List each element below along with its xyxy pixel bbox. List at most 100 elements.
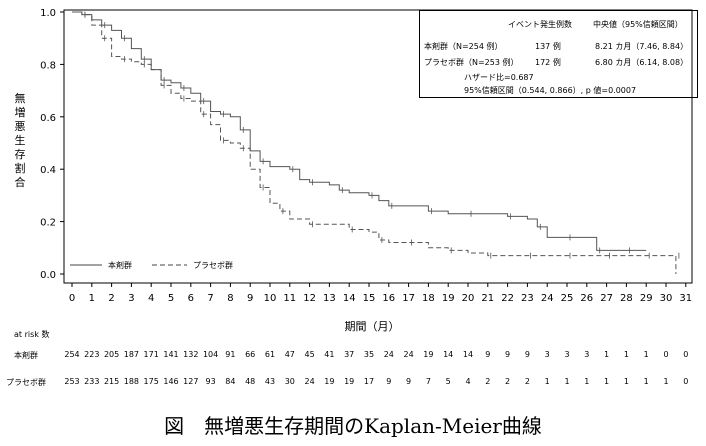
x-tick-label: 14 [343, 293, 356, 304]
km-chart: 0.00.20.40.60.81.00 1 2 3 4 5 6 7 8 9 10 11 12 13 14 15… [40, 8, 693, 333]
x-tick-label: 23 [521, 293, 534, 304]
x-tick-label: 29 [640, 293, 653, 304]
x-tick-label: 24 [541, 293, 554, 304]
risk-value: 132 [183, 350, 199, 359]
stats-events-drug: 137 例 [535, 42, 561, 51]
y-tick-label: 0.0 [40, 270, 56, 281]
risk-value: 4 [465, 377, 471, 386]
risk-value: 9 [406, 377, 412, 386]
y-tick-label: 0.6 [40, 113, 56, 124]
risk-value: 84 [225, 377, 236, 386]
risk-value: 41 [324, 350, 335, 359]
risk-table-title: at risk 数 [14, 330, 50, 339]
risk-value: 9 [485, 350, 491, 359]
risk-value: 3 [584, 350, 590, 359]
risk-value: 171 [143, 350, 159, 359]
risk-value: 5 [445, 377, 451, 386]
risk-value: 19 [344, 377, 355, 386]
risk-value: 215 [103, 377, 120, 386]
y-axis-label: 無増悪生存割合 [14, 92, 26, 189]
stats-box: イベント発生例数 中央値（95%信頼区間） 本剤群（N=254 例） 137 例… [419, 10, 698, 98]
x-tick-label: 5 [168, 293, 174, 304]
risk-value: 61 [264, 350, 276, 359]
x-tick-label: 30 [660, 293, 673, 304]
risk-value: 1 [584, 377, 590, 386]
stats-header-median: 中央値（95%信頼区間） [593, 20, 683, 29]
stats-header-events: イベント発生例数 [508, 20, 572, 29]
risk-value: 2 [505, 377, 511, 386]
risk-value: 1 [623, 377, 629, 386]
x-tick-label: 10 [264, 293, 277, 304]
legend-label-drug: 本剤群 [108, 261, 132, 270]
risk-value: 48 [245, 377, 256, 386]
risk-value: 141 [163, 350, 179, 359]
y-tick-label: 0.4 [40, 165, 56, 176]
risk-value: 1 [564, 377, 570, 386]
x-tick-label: 28 [620, 293, 633, 304]
risk-value: 3 [544, 350, 550, 359]
x-tick-label: 22 [501, 293, 514, 304]
risk-value: 253 [64, 377, 80, 386]
risk-value: 7 [425, 377, 431, 386]
risk-value: 233 [84, 377, 100, 386]
legend-label-placebo: プラセボ群 [193, 261, 233, 270]
risk-value: 146 [163, 377, 179, 386]
x-tick-label: 1 [89, 293, 95, 304]
risk-value: 30 [284, 377, 295, 386]
risk-value: 0 [663, 350, 669, 359]
survival-curves [72, 11, 680, 274]
risk-value: 1 [623, 350, 629, 359]
risk-value: 188 [123, 377, 140, 386]
x-tick-label: 8 [227, 293, 233, 304]
x-tick-label: 4 [148, 293, 154, 304]
risk-value: 223 [84, 350, 100, 359]
x-tick-label: 13 [323, 293, 336, 304]
risk-value: 127 [183, 377, 199, 386]
x-tick-label: 19 [442, 293, 455, 304]
y-tick-label: 0.8 [40, 60, 56, 71]
x-tick-label: 27 [600, 293, 613, 304]
axes: 0.00.20.40.60.81.00 1 2 3 4 5 6 7 8 9 10 11 12 13 14 15… [40, 8, 693, 333]
x-tick-label: 25 [561, 293, 574, 304]
risk-value: 37 [344, 350, 355, 359]
x-tick-label: 6 [188, 293, 194, 304]
stats-confidence-interval: 95%信頼区間（0.544, 0.866）, p 値=0.0007 [464, 86, 637, 95]
risk-value: 1 [604, 377, 610, 386]
x-tick-label: 2 [108, 293, 114, 304]
risk-value: 0 [683, 350, 689, 359]
risk-value: 1 [604, 350, 610, 359]
risk-value: 1 [643, 350, 649, 359]
risk-value: 1 [663, 377, 669, 386]
figure-caption: 図 無増悪生存期間のKaplan-Meier曲線 [164, 414, 542, 438]
x-tick-label: 31 [679, 293, 692, 304]
risk-value: 175 [143, 377, 159, 386]
stats-hazard-ratio: ハザード比=0.687 [464, 73, 534, 82]
x-axis-label: 期間（月） [345, 320, 400, 333]
risk-value: 187 [123, 350, 140, 359]
survival-curve-drug [72, 11, 647, 251]
x-tick-label: 16 [382, 293, 395, 304]
risk-value: 66 [245, 350, 256, 359]
x-tick-label: 20 [462, 293, 475, 304]
risk-value: 91 [225, 350, 236, 359]
x-tick-label: 7 [207, 293, 213, 304]
risk-value: 1 [544, 377, 550, 386]
x-tick-label: 11 [283, 293, 296, 304]
stats-median-drug: 8.21 カ月（7.46, 8.84） [595, 42, 689, 51]
risk-value: 24 [383, 350, 394, 359]
risk-value: 19 [324, 377, 335, 386]
survival-curve-placebo [72, 11, 677, 274]
legend-swatches [70, 264, 187, 266]
risk-value: 9 [505, 350, 511, 359]
x-tick-label: 9 [247, 293, 253, 304]
risk-value: 35 [363, 350, 375, 359]
x-tick-label: 0 [69, 293, 75, 304]
risk-value: 43 [264, 377, 276, 386]
stats-group-placebo: プラセボ群（N=253 例） [424, 58, 519, 67]
risk-value: 9 [524, 350, 530, 359]
x-tick-label: 18 [422, 293, 435, 304]
risk-value: 19 [423, 350, 434, 359]
risk-value: 0 [683, 377, 689, 386]
risk-value: 1 [643, 377, 649, 386]
risk-row-label-drug: 本剤群 [14, 351, 38, 360]
